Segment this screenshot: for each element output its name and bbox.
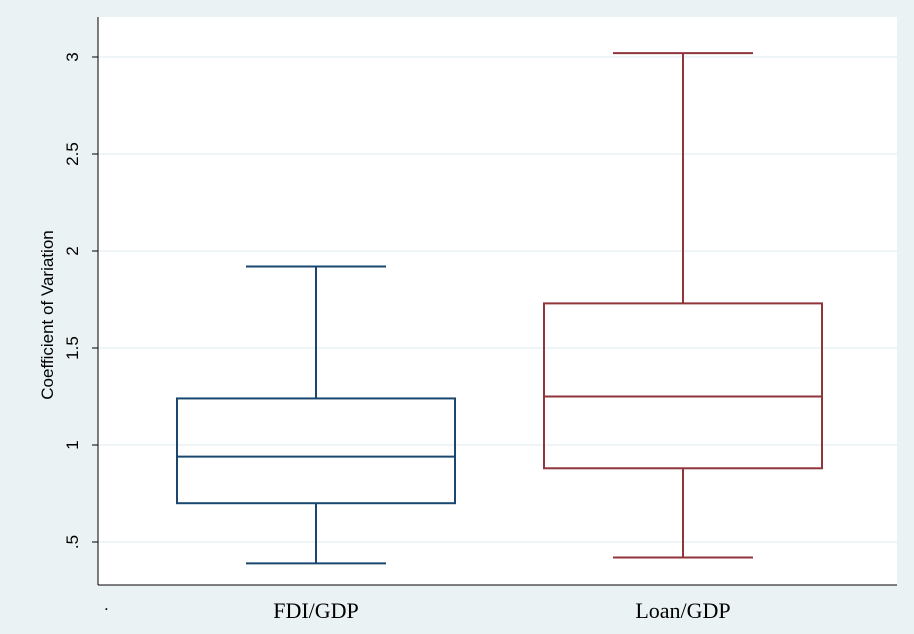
x-category-labels: FDI/GDP Loan/GDP [273,598,730,623]
y-axis-ticks: .5 1 1.5 2 2.5 3 [63,52,98,549]
box-group [176,265,456,565]
category-label: FDI/GDP [273,598,359,623]
grid-lines [98,56,897,543]
box-group [543,52,823,559]
box-series [176,52,823,565]
y-axis-title: Coefficient of Variation [38,230,57,399]
plot-area [98,17,897,585]
y-tick-label: 2 [63,246,82,255]
y-tick-label: 1.5 [63,336,82,360]
y-tick-label: 3 [63,52,82,61]
corner-mark: . [104,595,109,614]
y-tick-label: .5 [63,535,82,549]
category-label: Loan/GDP [635,598,730,623]
y-tick-label: 1 [63,440,82,449]
y-tick-label: 2.5 [63,142,82,166]
